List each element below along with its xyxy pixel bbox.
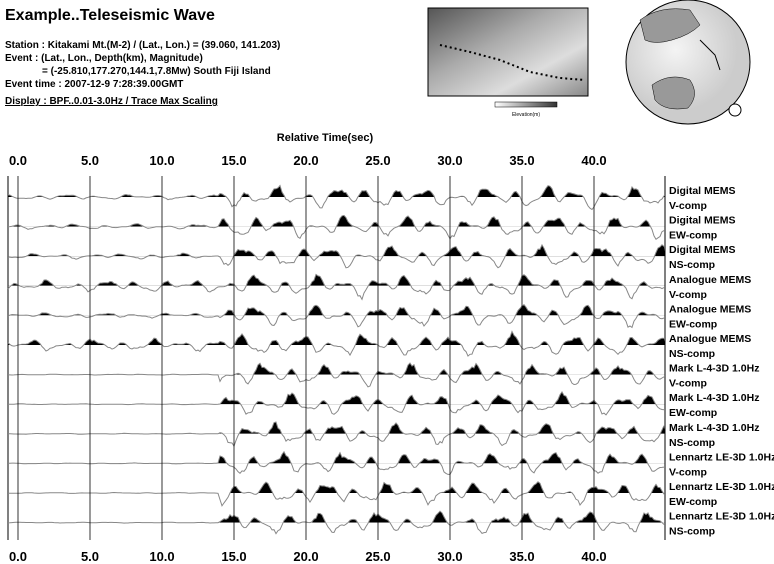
wave-fill <box>8 391 665 405</box>
trace-label: Lennartz LE-3D 1.0Hz <box>669 511 774 523</box>
title: Example..Teleseismic Wave <box>5 7 215 24</box>
tick-label: 0.0 <box>9 549 27 564</box>
tick-label: 10.0 <box>149 549 174 564</box>
trace-label: Analogue MEMS <box>669 303 751 315</box>
wave-fill <box>10 274 648 286</box>
wave-fill <box>9 304 657 316</box>
tick-label: 35.0 <box>509 549 534 564</box>
info-line: Station : Kitakami Mt.(M-2) / (Lat., Lon… <box>5 40 280 51</box>
trace-label: Digital MEMS <box>669 215 736 227</box>
trace-label: Analogue MEMS <box>669 333 751 345</box>
trace-label: EW-comp <box>669 407 717 419</box>
axis-title: Relative Time(sec) <box>277 132 374 144</box>
tick-label: 15.0 <box>221 549 246 564</box>
tick-label: 20.0 <box>293 153 318 168</box>
trace-label: EW-comp <box>669 496 717 508</box>
relief-map: Elevation(m) <box>427 7 589 118</box>
trace-label: Lennartz LE-3D 1.0Hz <box>669 451 774 463</box>
trace-label: NS-comp <box>669 437 715 449</box>
wave-line <box>7 450 665 475</box>
trace-label: EW-comp <box>669 318 717 330</box>
tick-label: 0.0 <box>9 153 27 168</box>
tick-label: 5.0 <box>81 549 99 564</box>
trace-label: V-comp <box>669 289 707 301</box>
wave-line <box>7 481 665 507</box>
wave-line <box>7 273 665 301</box>
wave-fill <box>8 481 665 493</box>
wave-line <box>7 243 665 269</box>
trace-label: Lennartz LE-3D 1.0Hz <box>669 481 774 493</box>
globe <box>625 0 751 125</box>
display-line: Display : BPF..0.01-3.0Hz / Trace Max Sc… <box>5 96 218 107</box>
info-line: Event time : 2007-12-9 7:28:39.00GMT <box>5 79 183 90</box>
info-line: = (-25.810,177.270,144.1,7.8Mw) South Fi… <box>42 66 271 77</box>
wave-line <box>7 421 665 448</box>
trace-label: Analogue MEMS <box>669 274 751 286</box>
wave-line <box>7 184 665 211</box>
wave-fill <box>8 422 665 434</box>
wave-fill <box>8 511 665 523</box>
wave-line <box>8 362 665 388</box>
info-line: Event : (Lat., Lon., Depth(km), Magnitud… <box>5 53 203 64</box>
trace-label: NS-comp <box>669 259 715 271</box>
tick-label: 30.0 <box>437 549 462 564</box>
tick-label: 30.0 <box>437 153 462 168</box>
trace-label: V-comp <box>669 378 707 390</box>
wave-fill <box>8 451 648 464</box>
tick-label: 25.0 <box>365 153 390 168</box>
tick-label: 25.0 <box>365 549 390 564</box>
wave-fill <box>8 363 665 375</box>
trace-label: EW-comp <box>669 230 717 242</box>
tick-label: 35.0 <box>509 153 534 168</box>
tick-label: 20.0 <box>293 549 318 564</box>
wave-fill <box>8 215 665 227</box>
wave-line <box>7 330 665 357</box>
wave-fill <box>26 244 665 257</box>
trace-label: V-comp <box>669 466 707 478</box>
trace-label: NS-comp <box>669 526 715 538</box>
map-legend: Elevation(m) <box>512 112 540 118</box>
trace-label: Mark L-4-3D 1.0Hz <box>669 392 759 404</box>
wave-line <box>7 214 665 241</box>
tick-label: 15.0 <box>221 153 246 168</box>
tick-label: 10.0 <box>149 153 174 168</box>
trace-label: Mark L-4-3D 1.0Hz <box>669 363 759 375</box>
trace-label: NS-comp <box>669 348 715 360</box>
trace-label: Digital MEMS <box>669 244 736 256</box>
trace-label: Digital MEMS <box>669 185 736 197</box>
tick-label: 40.0 <box>581 153 606 168</box>
tick-label: 5.0 <box>81 153 99 168</box>
trace-label: V-comp <box>669 200 707 212</box>
wave-fill <box>8 331 665 345</box>
wave-line <box>7 510 665 535</box>
tick-label: 40.0 <box>581 549 606 564</box>
trace-label: Mark L-4-3D 1.0Hz <box>669 422 759 434</box>
wave-line <box>8 390 665 416</box>
wave-line <box>7 304 665 329</box>
